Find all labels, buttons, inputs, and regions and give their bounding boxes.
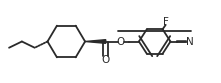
Text: O: O [102, 55, 110, 65]
Text: N: N [186, 37, 193, 46]
Polygon shape [85, 40, 106, 43]
Text: F: F [163, 17, 169, 27]
Text: O: O [117, 37, 125, 46]
